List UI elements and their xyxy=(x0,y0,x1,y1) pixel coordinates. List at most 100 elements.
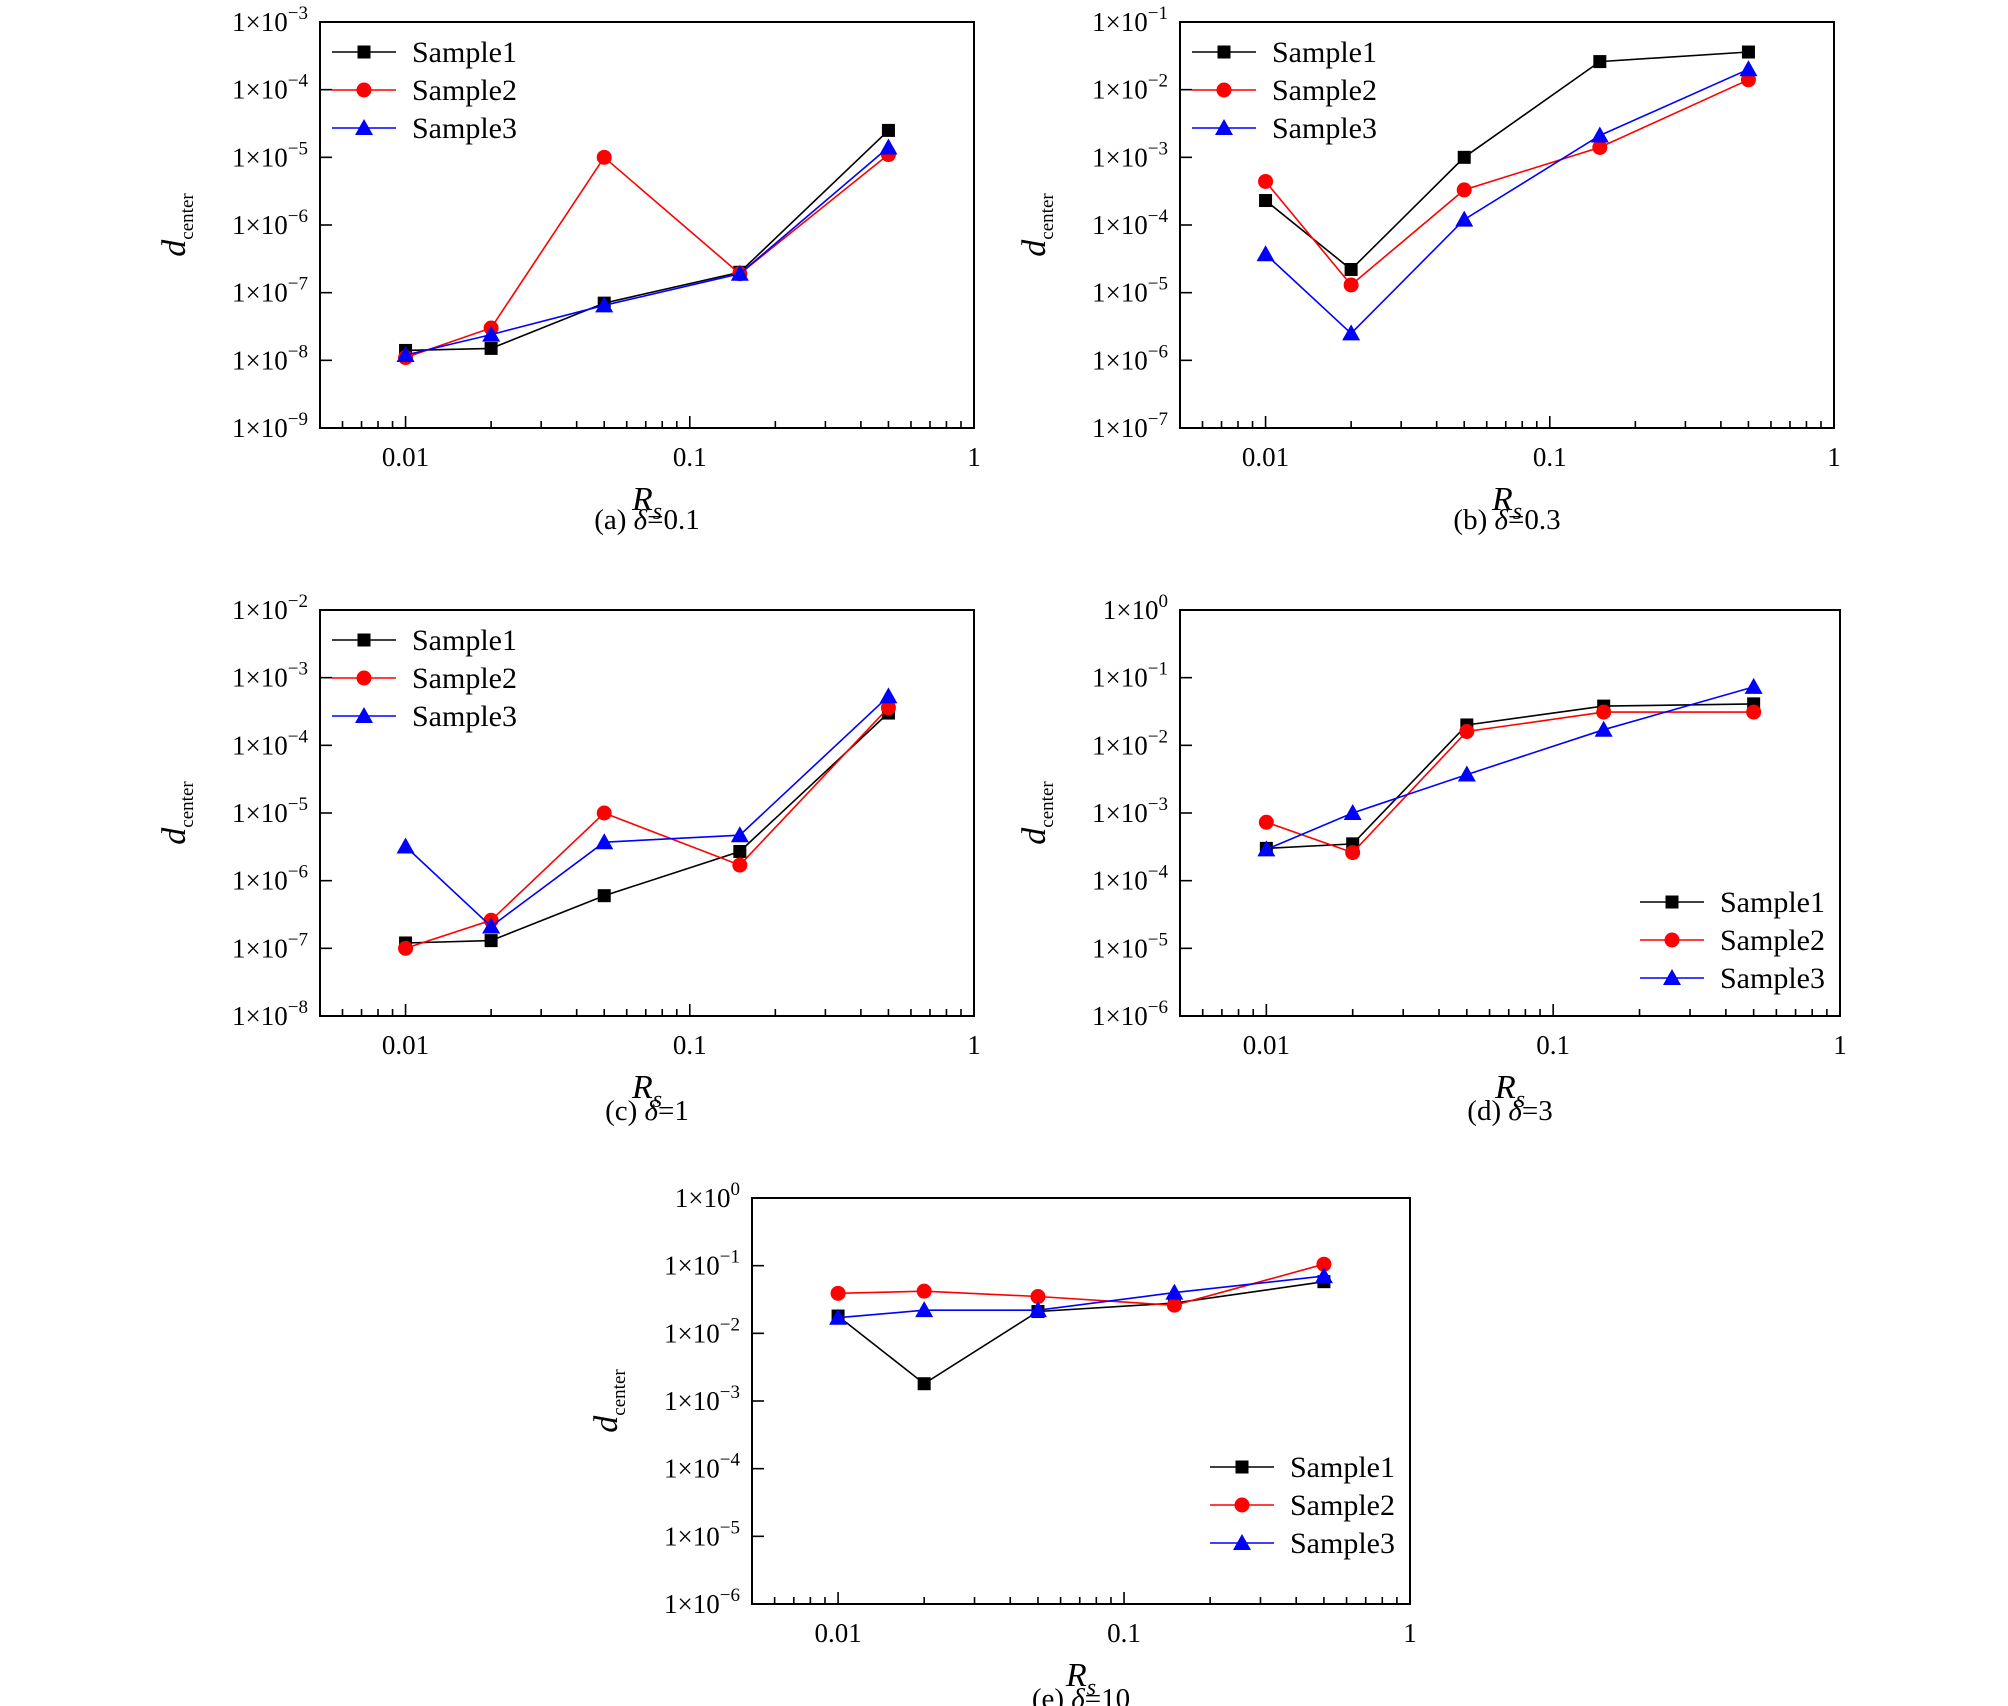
series-line xyxy=(1265,68,1749,335)
legend-marker xyxy=(1665,895,1679,909)
x-tick-label: 0.1 xyxy=(673,1030,707,1060)
x-tick-label: 1 xyxy=(967,442,981,472)
data-point xyxy=(398,940,414,956)
series-sample1 xyxy=(399,123,895,357)
y-tick-label: 1×10−7 xyxy=(1092,409,1168,443)
data-point xyxy=(917,1377,931,1391)
x-tick-label: 0.1 xyxy=(673,442,707,472)
y-tick-label: 1×100 xyxy=(1103,591,1168,625)
series-sample2 xyxy=(398,700,896,956)
chart-panel-2: 0.01 0.1 1 1×10−7 1×10−6 1×10−5 1×10−4 1×10−3 1×… xyxy=(1016,3,1841,536)
legend-label: Sample1 xyxy=(412,624,517,657)
data-point xyxy=(1030,1289,1046,1305)
data-point xyxy=(879,687,898,704)
series-line xyxy=(405,146,889,356)
data-point xyxy=(1345,845,1361,861)
legend-marker xyxy=(1664,932,1680,948)
y-tick-label: 1×10−6 xyxy=(1092,997,1168,1031)
y-tick-label: 1×10−4 xyxy=(232,726,308,760)
x-tick-label: 0.01 xyxy=(814,1618,861,1648)
y-tick-label: 1×10−5 xyxy=(1092,274,1168,308)
panel-caption: (c) δ=1 xyxy=(605,1095,689,1127)
legend-marker xyxy=(1663,969,1681,985)
data-point xyxy=(1594,720,1613,737)
y-tick-label: 1×10−9 xyxy=(232,409,308,443)
legend: Sample1 Sample2 Sample3 xyxy=(1210,1451,1395,1560)
y-tick-label: 1×10−1 xyxy=(664,1247,740,1281)
data-point xyxy=(484,934,498,948)
y-tick-label: 1×10−3 xyxy=(1092,794,1168,828)
x-tick-label: 0.01 xyxy=(382,442,429,472)
data-point xyxy=(1344,262,1358,276)
y-tick-label: 1×10−4 xyxy=(664,1450,740,1484)
legend-label: Sample2 xyxy=(1272,74,1377,107)
data-point xyxy=(396,345,415,362)
y-axis-title: dcenter xyxy=(1016,781,1058,845)
data-point xyxy=(1258,173,1274,189)
legend-marker xyxy=(357,45,371,59)
series-line xyxy=(1265,686,1754,851)
data-point xyxy=(595,833,614,850)
y-tick-label: 1×10−7 xyxy=(232,274,308,308)
series-sample1 xyxy=(399,706,895,950)
data-point xyxy=(1314,1267,1333,1284)
data-point xyxy=(597,889,611,903)
legend-label: Sample3 xyxy=(412,700,517,733)
legend-marker xyxy=(355,707,373,723)
series-sample3 xyxy=(829,1267,1333,1325)
legend: Sample1 Sample2 Sample3 xyxy=(1192,36,1377,145)
panel-caption: (e) δ=10 xyxy=(1032,1683,1130,1706)
series-sample2 xyxy=(1258,704,1762,861)
y-tick-label: 1×10−5 xyxy=(664,1517,740,1551)
y-axis-title: dcenter xyxy=(156,193,198,257)
series-sample1 xyxy=(1259,45,1755,276)
legend-marker xyxy=(1233,1534,1251,1550)
data-point xyxy=(482,325,501,342)
y-tick-label: 1×10−2 xyxy=(1092,71,1168,105)
data-point xyxy=(730,826,749,843)
legend-label: Sample1 xyxy=(1720,886,1825,919)
legend-marker xyxy=(1217,45,1231,59)
data-point xyxy=(1457,150,1471,164)
data-point xyxy=(1259,194,1273,208)
data-point xyxy=(1028,1301,1047,1318)
series-sample3 xyxy=(1256,60,1758,341)
panel-caption: (a) δ=0.1 xyxy=(594,504,700,536)
legend-label: Sample2 xyxy=(412,74,517,107)
legend-label: Sample1 xyxy=(412,36,517,69)
data-point xyxy=(1596,704,1612,720)
data-point xyxy=(596,149,612,165)
chart-panel-3: 0.01 0.1 1 1×10−8 1×10−7 1×10−6 1×10−5 1×10−4 1×… xyxy=(156,591,981,1127)
data-point xyxy=(484,341,498,355)
data-point xyxy=(1741,45,1755,59)
legend: Sample1 Sample2 Sample3 xyxy=(332,624,517,733)
y-tick-label: 1×10−8 xyxy=(232,341,308,375)
x-axis-title: Rs xyxy=(1494,1069,1525,1113)
data-point xyxy=(732,857,748,873)
x-tick-label: 0.01 xyxy=(1242,442,1289,472)
y-tick-label: 1×10−5 xyxy=(1092,929,1168,963)
data-point xyxy=(830,1285,846,1301)
legend-marker xyxy=(1216,82,1232,98)
legend-marker xyxy=(1215,119,1233,135)
y-tick-label: 1×10−1 xyxy=(1092,3,1168,37)
data-point xyxy=(596,805,612,821)
y-axis-title: dcenter xyxy=(588,1369,630,1433)
y-tick-label: 1×10−3 xyxy=(1092,138,1168,172)
legend-marker xyxy=(1235,1460,1249,1474)
y-tick-label: 1×10−4 xyxy=(1092,206,1168,240)
series-line xyxy=(838,1275,1324,1319)
data-point xyxy=(881,123,895,137)
data-point xyxy=(1746,704,1762,720)
legend: Sample1 Sample2 Sample3 xyxy=(332,36,517,145)
series-line xyxy=(405,153,889,359)
chart-panel-5: 0.01 0.1 1 1×10−6 1×10−5 1×10−4 1×10−3 1×10−2 1×… xyxy=(588,1179,1417,1706)
series-sample3 xyxy=(396,687,898,934)
chart-panel-1: 0.01 0.1 1 1×10−9 1×10−8 1×10−7 1×10−6 1×10−5 1×… xyxy=(156,3,981,536)
y-tick-label: 1×10−6 xyxy=(664,1585,740,1619)
data-point xyxy=(915,1301,934,1318)
y-tick-label: 1×10−2 xyxy=(664,1314,740,1348)
y-tick-label: 1×10−5 xyxy=(232,794,308,828)
x-tick-label: 0.01 xyxy=(1243,1030,1290,1060)
y-tick-label: 1×10−8 xyxy=(232,997,308,1031)
